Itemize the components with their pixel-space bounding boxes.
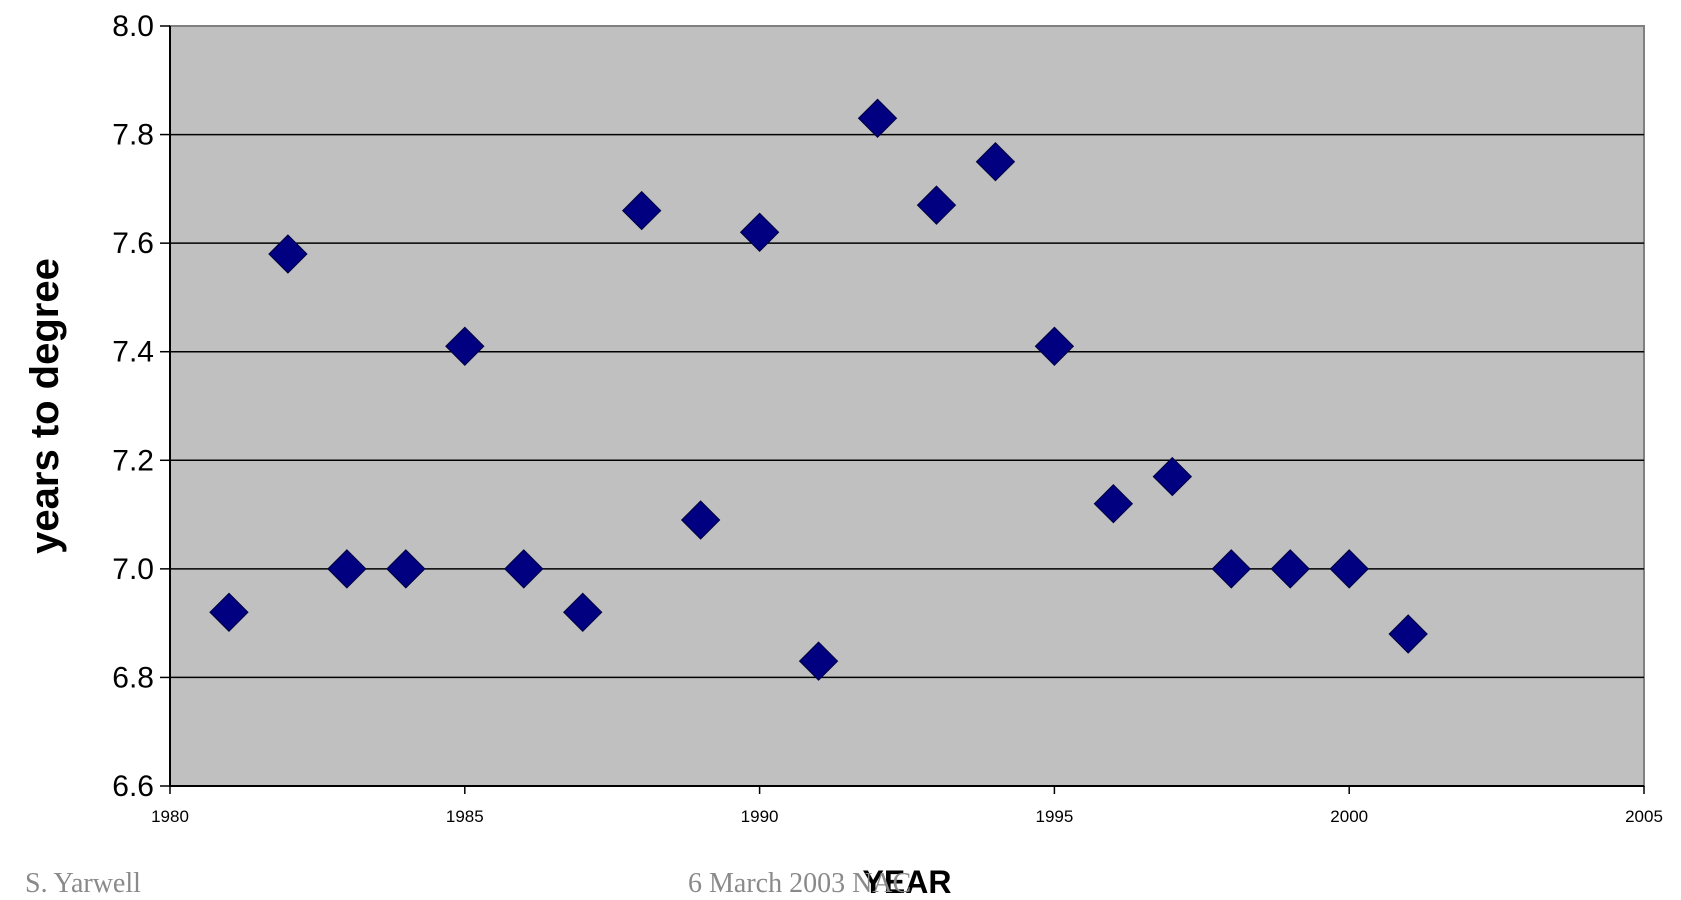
data-point-marker (386, 549, 426, 589)
data-point-marker (504, 549, 544, 589)
data-point-marker (1093, 484, 1134, 524)
y-axis-title: years to degree (23, 258, 67, 554)
plot-area (169, 25, 1645, 787)
x-tick-label: 1995 (1035, 807, 1073, 826)
y-tick-label: 6.8 (112, 661, 154, 694)
data-point-marker (445, 326, 485, 366)
data-point-marker (621, 190, 662, 231)
y-tick-label: 7.6 (112, 227, 154, 260)
x-tick-label: 2000 (1330, 807, 1368, 826)
x-tick-label: 2005 (1625, 807, 1663, 826)
data-point-marker (327, 549, 367, 589)
y-tick-label: 8.0 (112, 10, 154, 43)
data-point-marker (563, 592, 603, 632)
x-axis-title: YEAR (863, 864, 952, 899)
y-tick-label: 7.8 (112, 119, 154, 152)
data-point-marker (739, 212, 780, 252)
data-point-marker (268, 234, 308, 274)
data-point-marker (209, 592, 249, 632)
x-tick-label: 1980 (151, 807, 189, 826)
data-point-marker (680, 500, 721, 540)
axes (160, 25, 1645, 794)
data-point-marker (916, 185, 957, 225)
data-point-marker (1152, 456, 1193, 497)
data-point-marker (975, 142, 1016, 182)
data-point-marker (1034, 326, 1075, 366)
x-tick-label: 1985 (446, 807, 484, 826)
data-point-marker (1270, 549, 1310, 589)
footer-date: 6 March 2003 NAC (688, 868, 912, 899)
y-tick-label: 6.6 (112, 770, 154, 803)
y-tick-label: 7.4 (112, 336, 154, 369)
data-point-marker (1329, 549, 1369, 589)
footer-author: S. Yarwell (25, 868, 141, 899)
data-point-marker (857, 98, 898, 138)
y-tick-label: 7.0 (112, 553, 154, 586)
data-point-marker (1211, 549, 1251, 589)
data-points (209, 98, 1428, 681)
y-tick-label: 7.2 (112, 444, 154, 477)
data-point-marker (1388, 614, 1428, 654)
x-axis-tick-labels: 1980 1985 1990 1995 2000 2005 (151, 807, 1663, 826)
data-point-marker (798, 641, 839, 681)
y-axis-tick-labels: 6.6 6.8 7.0 7.2 7.4 7.6 7.8 8.0 (112, 10, 154, 803)
x-tick-label: 1990 (741, 807, 779, 826)
